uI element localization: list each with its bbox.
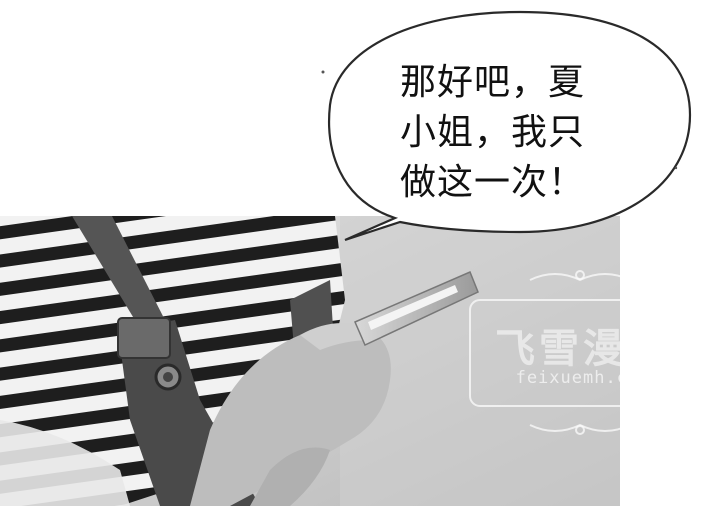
watermark-title: 飞雪漫画 (495, 326, 671, 372)
speech-bubble (321, 10, 692, 242)
speech-line-3: 做这一次！ (400, 162, 586, 203)
speech-line-1: 那好吧，夏 (400, 62, 586, 103)
hand (190, 322, 391, 506)
speech-bubble-text: 那好吧，夏 小姐，我只 做这一次！ (400, 58, 640, 208)
speech-line-2: 小姐，我只 (400, 112, 586, 153)
watermark-ornament (469, 270, 697, 435)
denim-overall (72, 216, 335, 506)
watermark-url: feixuemh.com (515, 368, 651, 388)
card (354, 271, 479, 347)
